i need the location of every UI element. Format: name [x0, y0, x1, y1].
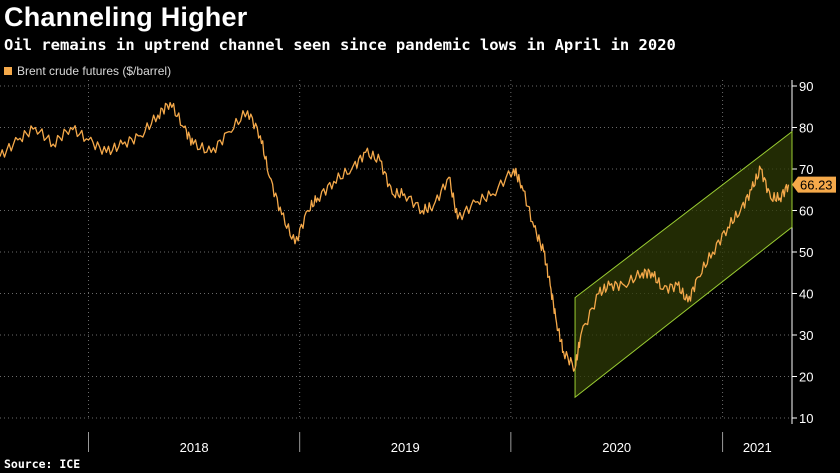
y-tick-label: 40 — [799, 287, 813, 302]
legend-label: Brent crude futures ($/barrel) — [17, 64, 172, 78]
y-tick-label: 50 — [799, 245, 813, 260]
y-tick-label: 20 — [799, 370, 813, 385]
x-tick-label: 2018 — [180, 440, 209, 455]
y-tick-label: 90 — [799, 79, 813, 94]
chart-subtitle: Oil remains in uptrend channel seen sinc… — [4, 36, 676, 54]
y-tick-label: 80 — [799, 121, 813, 136]
uptrend-channel — [574, 130, 793, 399]
legend-swatch — [4, 67, 12, 75]
chart-legend: Brent crude futures ($/barrel) — [4, 64, 171, 78]
x-tick-label: 2019 — [391, 440, 420, 455]
y-tick-label: 30 — [799, 328, 813, 343]
x-tick-label: 2021 — [743, 440, 772, 455]
source-note: Source: ICE — [4, 457, 81, 471]
chart-title: Channeling Higher — [4, 2, 248, 32]
last-value-badge — [792, 176, 836, 193]
last-value-label: 66.23 — [800, 178, 833, 193]
y-tick-label: 70 — [799, 162, 813, 177]
y-tick-label: 60 — [799, 204, 813, 219]
x-tick-label: 2020 — [602, 440, 631, 455]
series-line-brent — [0, 101, 790, 372]
y-tick-label: 10 — [799, 411, 813, 426]
